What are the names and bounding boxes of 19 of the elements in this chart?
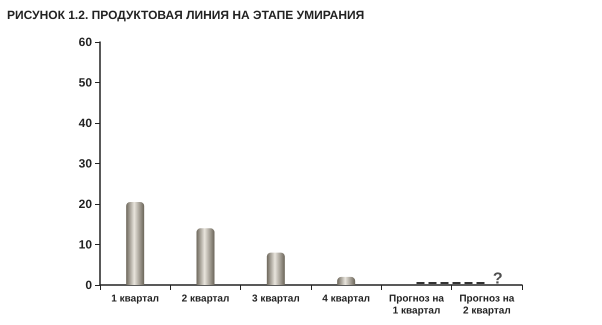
- x-tick-label: Прогноз на 1 квартал: [389, 294, 444, 316]
- x-tick-label: 1 квартал: [111, 294, 160, 304]
- y-tick-label: 10: [78, 238, 92, 252]
- x-tick-label: 4 квартал: [322, 294, 370, 304]
- x-tick-label: 3 квартал: [252, 294, 300, 304]
- y-tick-label: 0: [85, 278, 92, 292]
- x-tick-label: 2 квартал: [182, 294, 230, 304]
- y-tick-label: 60: [78, 35, 92, 49]
- bar: [337, 276, 356, 285]
- y-tick-label: 50: [78, 76, 92, 90]
- y-tick-label: 20: [78, 197, 92, 211]
- bar: [196, 228, 214, 285]
- bar: [126, 202, 144, 285]
- bar: [266, 252, 285, 285]
- y-tick-label: 30: [78, 156, 92, 170]
- annotation: ?: [492, 270, 503, 288]
- x-tick-label: Прогноз на 2 квартал: [459, 294, 515, 316]
- chart-title: РИСУНОК 1.2. ПРОДУКТОВАЯ ЛИНИЯ НА ЭТАПЕ УМИРАНИЯ: [7, 8, 364, 22]
- y-tick-label: 40: [78, 116, 92, 130]
